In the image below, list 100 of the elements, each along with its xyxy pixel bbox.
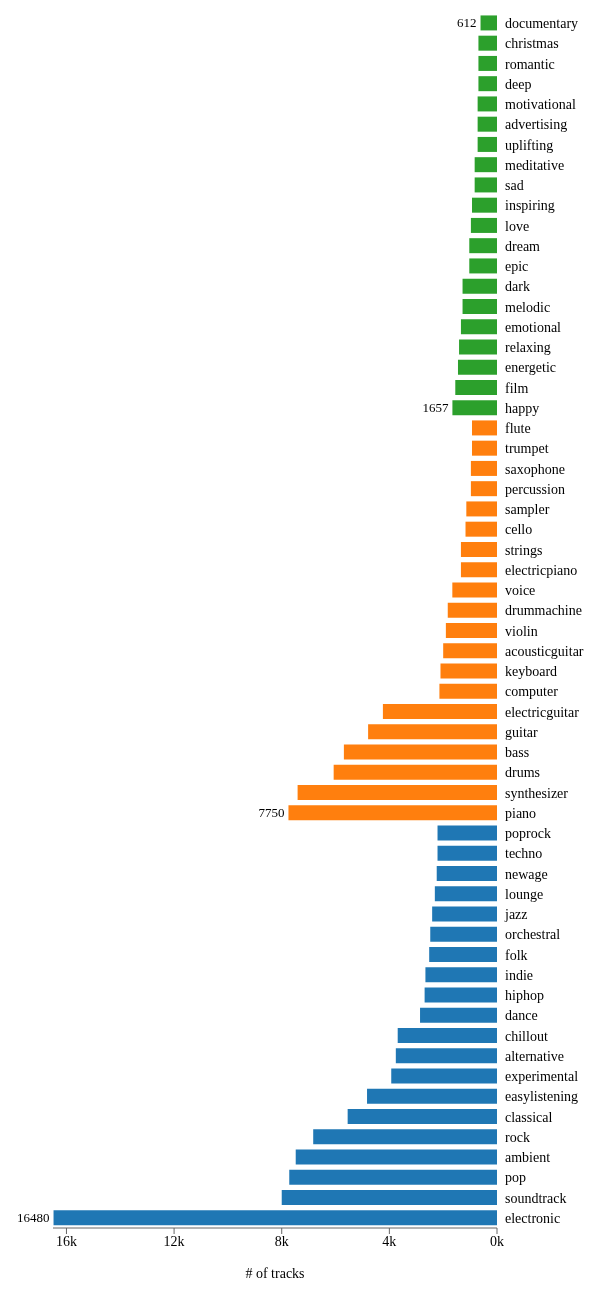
y-tick-label: meditative <box>505 157 565 173</box>
bar <box>471 420 497 436</box>
bar <box>478 76 497 92</box>
bar <box>424 987 497 1003</box>
bar <box>447 602 497 618</box>
bar <box>432 906 497 922</box>
y-tick-label: poprock <box>505 826 551 842</box>
bar <box>455 379 497 395</box>
bar <box>470 217 497 233</box>
y-tick-label: drummachine <box>505 603 582 619</box>
y-tick-label: piano <box>505 805 537 821</box>
x-tick-label: 16k <box>55 1233 77 1249</box>
y-tick-label: soundtrack <box>505 1190 567 1206</box>
bar <box>397 1027 497 1043</box>
y-tick-label: motivational <box>505 97 576 113</box>
bar <box>457 359 497 375</box>
y-tick-label: orchestral <box>505 927 561 943</box>
y-tick-label: deep <box>505 76 532 92</box>
y-tick-label: saxophone <box>505 461 565 477</box>
y-tick-label: dance <box>505 1008 538 1024</box>
y-tick-label: dark <box>505 279 530 295</box>
bar <box>313 1129 497 1145</box>
bar <box>471 197 497 213</box>
y-tick-label: computer <box>505 684 559 700</box>
y-tick-label: drums <box>505 765 540 781</box>
y-tick-label: love <box>505 218 530 234</box>
bar <box>297 784 497 800</box>
y-tick-label: electronic <box>505 1210 561 1226</box>
bar <box>477 136 497 152</box>
bar <box>460 319 497 335</box>
y-tick-label: folk <box>505 947 528 963</box>
y-tick-label: inspiring <box>505 198 555 214</box>
bar <box>347 1108 497 1124</box>
y-tick-label: electricpiano <box>505 562 578 578</box>
bar <box>343 744 497 760</box>
bar <box>452 400 497 416</box>
bar <box>368 724 497 740</box>
bar <box>395 1048 497 1064</box>
y-tick-label: alternative <box>505 1048 565 1064</box>
bar <box>462 278 497 294</box>
bar <box>439 683 497 699</box>
bar <box>465 521 497 537</box>
bar <box>436 865 497 881</box>
bar <box>459 339 497 355</box>
x-tick-label: 4k <box>382 1233 397 1249</box>
y-tick-label: melodic <box>505 299 551 315</box>
y-tick-label: sad <box>505 178 524 194</box>
bar <box>480 15 497 31</box>
y-tick-label: epic <box>505 259 529 275</box>
bar <box>437 845 497 861</box>
x-tick-label: 0k <box>490 1233 504 1249</box>
y-tick-label: trumpet <box>505 441 549 457</box>
bar <box>281 1189 497 1205</box>
bar <box>425 967 497 983</box>
y-tick-label: cello <box>505 522 533 538</box>
y-tick-label: happy <box>505 400 540 416</box>
y-tick-label: classical <box>505 1109 553 1125</box>
bar <box>478 55 497 71</box>
bar <box>460 541 497 557</box>
y-tick-label: percussion <box>505 481 565 497</box>
bar <box>367 1088 497 1104</box>
bar <box>295 1149 497 1165</box>
bar <box>460 562 497 578</box>
y-tick-label: indie <box>505 967 533 983</box>
bar <box>443 643 497 659</box>
bar <box>474 157 497 173</box>
x-tick-label: 8k <box>274 1233 289 1249</box>
bar <box>391 1068 497 1084</box>
y-tick-label: dream <box>505 238 541 254</box>
y-tick-label: film <box>505 380 529 396</box>
y-tick-label: emotional <box>505 319 562 335</box>
bar <box>289 1169 497 1185</box>
bar <box>477 96 497 112</box>
bar <box>288 805 497 821</box>
y-tick-label: relaxing <box>505 340 551 356</box>
bar <box>420 1007 497 1023</box>
bar <box>430 926 497 942</box>
y-tick-label: electricguitar <box>505 704 580 720</box>
bar <box>429 946 497 962</box>
y-tick-label: strings <box>505 542 543 558</box>
y-tick-label: newage <box>505 866 548 882</box>
y-tick-label: guitar <box>505 724 538 740</box>
bar <box>477 116 497 132</box>
bar <box>469 258 497 274</box>
y-tick-label: voice <box>505 583 536 599</box>
y-tick-label: rock <box>505 1129 530 1145</box>
y-tick-label: easylistening <box>505 1089 579 1105</box>
data-label: 612 <box>457 15 477 31</box>
bar <box>470 460 497 476</box>
y-tick-label: violin <box>505 623 538 639</box>
y-tick-label: advertising <box>505 117 568 133</box>
y-tick-label: bass <box>505 745 530 761</box>
y-tick-label: hiphop <box>505 988 544 1004</box>
y-tick-label: flute <box>505 421 531 437</box>
bar <box>469 238 497 254</box>
bar <box>440 663 497 679</box>
x-tick-label: 12k <box>163 1233 185 1249</box>
y-tick-label: sampler <box>505 502 550 518</box>
y-tick-label: energetic <box>505 360 557 376</box>
bar <box>462 298 497 314</box>
